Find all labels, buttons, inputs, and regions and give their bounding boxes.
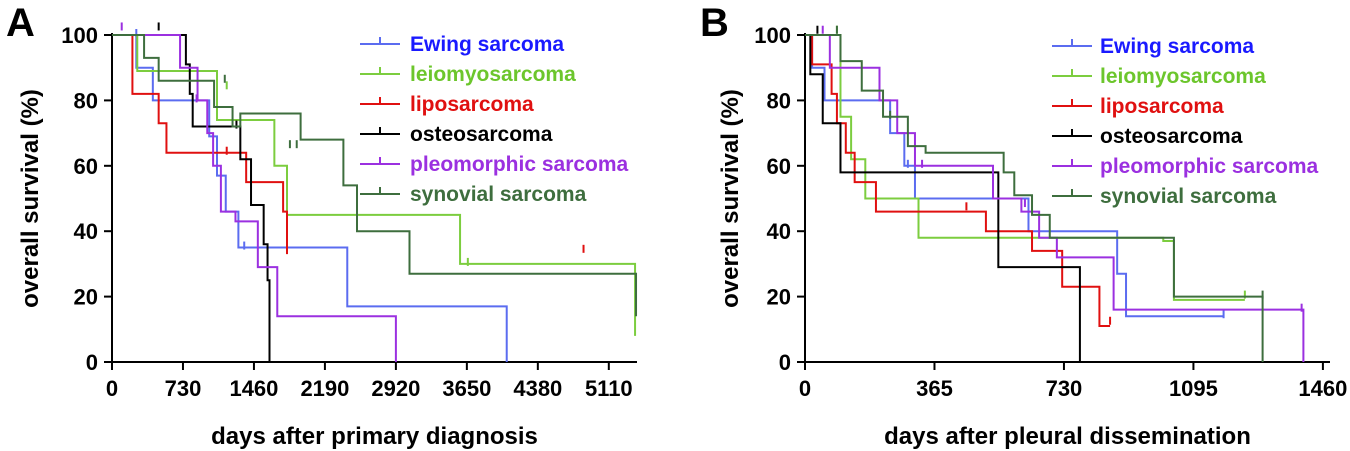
panel-a-legend-osteosarcoma-label: osteosarcoma: [410, 123, 553, 146]
panel-a-y-axis-title: overall survival (%): [17, 89, 44, 308]
panel-a-y-tick-label: 40: [74, 219, 98, 244]
panel-a-letter: A: [6, 1, 35, 45]
panel-a-y-tick-label: 60: [74, 154, 98, 179]
panel-b-legend-osteosarcoma-label: osteosarcoma: [1100, 125, 1243, 148]
panel-b-y-tick-label: 60: [767, 154, 791, 179]
panel-a-x-tick-label: 3650: [442, 376, 491, 401]
panel-b-y-tick-label: 80: [767, 88, 791, 113]
panel-b-legend-liposarcoma-label: liposarcoma: [1100, 95, 1224, 118]
panel-b-legend-pleomorphic-sarcoma-label: pleomorphic sarcoma: [1100, 155, 1319, 178]
panel-b-y-axis-title: overall survival (%): [717, 89, 744, 308]
panel-b-y-tick-label: 0: [779, 350, 791, 375]
panel-a-x-tick-label: 4380: [513, 376, 562, 401]
panel-a-legend-liposarcoma-label: liposarcoma: [410, 93, 534, 116]
panel-a-y-tick-label: 20: [74, 285, 98, 310]
panel-b-legend-leiomyosarcoma-label: leiomyosarcoma: [1100, 65, 1266, 88]
panel-a-legend-pleomorphic-sarcoma-label: pleomorphic sarcoma: [410, 153, 629, 176]
panel-b-legend-synovial-sarcoma-label: synovial sarcoma: [1100, 185, 1277, 208]
panel-b-x-tick-label: 1095: [1169, 376, 1218, 401]
panel-b-series-leiomyosarcoma-curve: [805, 34, 1245, 301]
panel-a-x-tick-label: 5110: [585, 376, 633, 401]
panel-a-x-axis-title: days after primary diagnosis: [211, 423, 538, 450]
panel-a-series-ewing-sarcoma-curve: [112, 34, 508, 362]
panel-a-legend-ewing-sarcoma-label: Ewing sarcoma: [410, 33, 564, 56]
panel-b-y-tick-label: 100: [754, 23, 791, 48]
panel-a-series-osteosarcoma-curve: [112, 34, 271, 362]
panel-a-y-tick-label: 80: [74, 88, 98, 113]
panel-b: B 0 20 40 60 80 100 0 365 730 1095 1460 overall surv…: [700, 1, 1347, 450]
panel-b-letter: B: [700, 1, 729, 45]
panel-b-x-tick-label: 730: [1046, 376, 1083, 401]
panel-b-y-tick-label: 20: [767, 285, 791, 310]
panel-a-series-leiomyosarcoma-curve: [112, 34, 637, 336]
panel-b-series-liposarcoma-curve: [805, 34, 1111, 328]
panel-b-x-tick-label: 0: [799, 376, 811, 401]
panel-b-series-ewing-sarcoma-curve: [805, 34, 1224, 318]
panel-b-series-pleomorphic-sarcoma-curve: [805, 34, 1305, 362]
panel-a: A 0 20 40 60 80 100 0 730 1460 2190 2920 3650 4380 511…: [6, 1, 638, 450]
panel-a-series-liposarcoma-curve: [112, 34, 288, 255]
panel-a-y-tick-label: 100: [61, 23, 98, 48]
panel-a-legend-leiomyosarcoma-label: leiomyosarcoma: [410, 63, 576, 86]
panel-b-y-tick-label: 40: [767, 219, 791, 244]
panel-a-series-pleomorphic-sarcoma-curve: [112, 34, 397, 362]
panel-b-x-tick-label: 1460: [1298, 376, 1347, 401]
panel-a-x-tick-label: 0: [106, 376, 118, 401]
panel-a-legend-synovial-sarcoma-label: synovial sarcoma: [410, 183, 587, 206]
panel-b-series-osteosarcoma-curve: [805, 34, 1081, 362]
panel-a-x-tick-label: 2920: [371, 376, 420, 401]
panel-a-x-tick-label: 1460: [229, 376, 278, 401]
panel-b-legend-ewing-sarcoma-label: Ewing sarcoma: [1100, 35, 1254, 58]
panel-b-series-synovial-sarcoma-curve: [805, 34, 1264, 362]
panel-b-x-tick-label: 365: [916, 376, 953, 401]
panel-a-x-tick-label: 2190: [300, 376, 349, 401]
panel-a-x-tick-label: 730: [165, 376, 202, 401]
panel-a-y-tick-label: 0: [86, 350, 98, 375]
panel-b-x-axis-title: days after pleural dissemination: [884, 423, 1251, 450]
panel-a-series-synovial-sarcoma-curve: [112, 34, 638, 317]
